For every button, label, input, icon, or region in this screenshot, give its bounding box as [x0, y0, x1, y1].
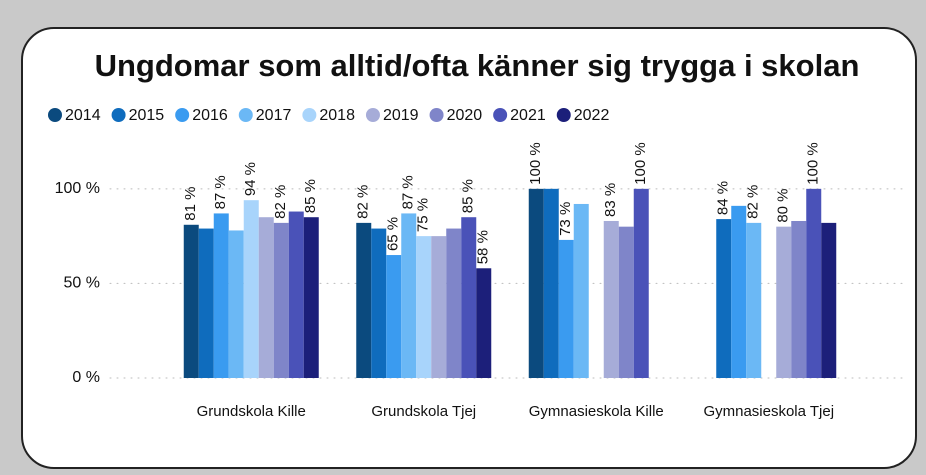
value-label: 65 %: [385, 217, 402, 251]
bar: [476, 268, 492, 378]
bar: [371, 228, 387, 378]
bar: [213, 213, 229, 378]
legend-swatch: [238, 108, 253, 122]
legend-label: 2014: [65, 107, 101, 124]
y-tick-label: 50 %: [64, 275, 100, 292]
bar: [633, 188, 649, 378]
bar: [431, 236, 447, 378]
legend-label: 2019: [383, 107, 419, 124]
legend-label: 2021: [510, 107, 546, 124]
bar: [446, 228, 462, 378]
bar: [791, 220, 807, 378]
x-tick-label: Grundskola Tjej: [371, 403, 476, 420]
chart-title: Ungdomar som alltid/ofta känner sig tryg…: [95, 48, 860, 83]
bar: [558, 239, 574, 378]
value-label: 82 %: [272, 185, 289, 219]
bar: [243, 200, 259, 378]
bar: [573, 203, 589, 378]
bar: [543, 188, 559, 378]
legend-swatch: [429, 108, 444, 122]
bar: [461, 217, 477, 378]
bar: [401, 213, 417, 378]
legend-swatch: [302, 108, 317, 122]
bar: [603, 220, 619, 378]
legend-label: 2015: [129, 107, 165, 124]
legend-label: 2018: [319, 107, 355, 124]
legend-swatch: [48, 108, 62, 122]
bar: [198, 228, 214, 378]
legend-label: 2020: [447, 107, 483, 124]
legend-label: 2016: [192, 107, 228, 124]
bar: [776, 226, 792, 378]
value-label: 80 %: [775, 188, 792, 222]
legend-swatch: [556, 108, 571, 122]
bar: [273, 222, 289, 378]
bar: [716, 219, 732, 378]
bar: [821, 222, 837, 378]
legend-label: 2017: [256, 107, 292, 124]
value-label: 82 %: [745, 185, 762, 219]
legend-swatch: [365, 108, 380, 122]
bar: [806, 188, 822, 378]
value-label: 87 %: [400, 175, 417, 209]
bar: [386, 255, 402, 378]
value-label: 100 %: [527, 142, 544, 185]
x-tick-label: Gymnasieskola Kille: [529, 403, 664, 420]
bar: [356, 222, 372, 378]
value-label: 75 %: [415, 198, 432, 232]
bar: [746, 222, 762, 378]
x-tick-label: Gymnasieskola Tjej: [703, 403, 834, 420]
bar: [528, 188, 544, 378]
value-label: 85 %: [302, 179, 319, 213]
bar: [228, 230, 244, 378]
value-label: 100 %: [805, 142, 822, 185]
bar: [288, 211, 304, 378]
value-label: 83 %: [602, 183, 619, 217]
value-label: 84 %: [715, 181, 732, 215]
value-label: 82 %: [355, 185, 372, 219]
legend-swatch: [175, 108, 190, 122]
bar: [618, 226, 634, 378]
y-tick-label: 100 %: [55, 180, 100, 197]
value-label: 94 %: [242, 162, 259, 196]
bar: [303, 217, 319, 378]
x-tick-label: Grundskola Kille: [197, 403, 306, 420]
value-label: 87 %: [212, 175, 229, 209]
bar: [258, 217, 274, 378]
value-label: 85 %: [460, 179, 477, 213]
bar: [731, 205, 747, 378]
bar: [416, 236, 432, 378]
legend-swatch: [493, 108, 508, 122]
y-tick-label: 0 %: [72, 369, 100, 386]
value-label: 100 %: [632, 142, 649, 185]
legend-label: 2022: [574, 107, 610, 124]
value-label: 73 %: [557, 202, 574, 236]
value-label: 81 %: [182, 187, 199, 221]
legend-swatch: [111, 108, 126, 122]
bar: [183, 224, 199, 378]
value-label: 58 %: [475, 230, 492, 264]
